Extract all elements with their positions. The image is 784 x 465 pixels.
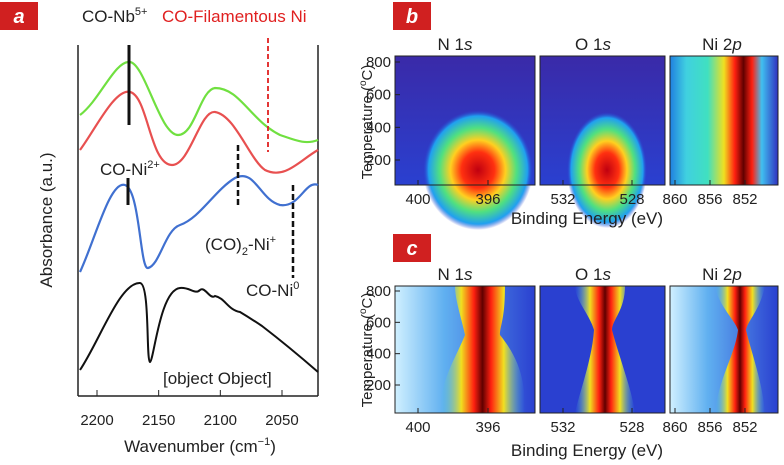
- y-tick-label: 400: [366, 346, 391, 363]
- map-title-text: Ni 2: [702, 265, 732, 284]
- x-tick-label: 852: [732, 419, 757, 436]
- heatmap: [394, 55, 536, 230]
- y-axis-label-text: Temperature (: [359, 314, 376, 407]
- annotation-sup: 0: [293, 280, 299, 292]
- map-title: N 1s: [438, 35, 473, 54]
- x-axis-label: Binding Energy (eV): [511, 209, 663, 228]
- spectrum: [79, 90, 319, 174]
- panel-label-box: [393, 234, 431, 262]
- map-title-text: N 1: [438, 35, 464, 54]
- y-tick-label: 600: [366, 314, 391, 331]
- map-title: Ni 2p: [702, 35, 742, 54]
- annotation-sub: 2: [242, 246, 248, 258]
- x-tick-label: 860: [662, 419, 687, 436]
- y-axis-label-text: C): [359, 293, 376, 309]
- y-axis-label-text: Temperature (: [359, 86, 376, 179]
- annotation-text: CO-Ni: [100, 160, 147, 179]
- annotation-text: CO-Nb: [82, 7, 135, 26]
- annotation-text: (CO): [205, 235, 242, 254]
- heatmap: [539, 55, 666, 228]
- spectrum: [79, 281, 319, 373]
- y-axis-label-sup: o: [358, 80, 369, 86]
- map-title-text: N 1: [438, 265, 464, 284]
- panel-label: c: [406, 238, 417, 260]
- map-title-italic: s: [464, 35, 473, 54]
- map-title: N 1s: [438, 265, 473, 284]
- x-tick-label: 400: [405, 419, 430, 436]
- map-title: O 1s: [575, 35, 611, 54]
- x-tick-label: 528: [619, 191, 644, 208]
- annotation-sup: 5+: [135, 6, 148, 18]
- spectrum: [79, 60, 319, 144]
- panel-label: b: [406, 6, 418, 28]
- y-axis-label-text: C): [359, 65, 376, 81]
- x-tick-label: 2100: [204, 412, 237, 429]
- y-axis-label-sup: o: [358, 308, 369, 314]
- map-title-italic: s: [602, 35, 611, 54]
- x-tick-label: 528: [619, 419, 644, 436]
- heatmap: [394, 285, 536, 414]
- spectrum: [79, 175, 319, 273]
- x-tick-label: 400: [405, 191, 430, 208]
- annotation: CO-Ni2+: [100, 159, 160, 179]
- x-tick-label: 856: [697, 191, 722, 208]
- annotation-sup: +: [270, 234, 276, 246]
- x-axis-label-text: ): [270, 437, 276, 456]
- heatmap: [669, 285, 779, 414]
- annotation: (CO)2-Ni+: [205, 234, 276, 258]
- x-axis-label: Wavenumber (cm−1): [124, 436, 276, 456]
- x-tick-label: 2150: [142, 412, 175, 429]
- y-tick-label: 800: [366, 283, 391, 300]
- x-tick-label: 532: [550, 191, 575, 208]
- annotation: [object Object]: [163, 369, 272, 388]
- annotation-sup: 2+: [147, 159, 160, 171]
- annotation-text: CO-Ni: [246, 281, 293, 300]
- x-tick-label: 396: [475, 419, 500, 436]
- y-axis-label: Absorbance (a.u.): [37, 152, 56, 287]
- map-title-text: Ni 2: [702, 35, 732, 54]
- x-tick-label: 396: [475, 191, 500, 208]
- x-tick-label: 2200: [80, 412, 113, 429]
- heatmap: [539, 285, 666, 414]
- map-title-italic: p: [731, 35, 741, 54]
- y-tick-label: 200: [366, 377, 391, 394]
- map-title-italic: p: [731, 265, 741, 284]
- panel-label-box: [0, 2, 38, 30]
- annotation: CO-Nb5+: [82, 6, 147, 26]
- y-axis-label: Temperature (oC): [358, 65, 376, 180]
- y-tick-label: 400: [366, 119, 391, 136]
- y-axis-label: Temperature (oC): [358, 293, 376, 408]
- y-tick-label: 200: [366, 152, 391, 169]
- x-axis-label-text: Wavenumber (cm: [124, 437, 258, 456]
- x-tick-label: 856: [697, 419, 722, 436]
- map-title-text: O 1: [575, 265, 602, 284]
- map-title-italic: s: [602, 265, 611, 284]
- y-tick-label: 800: [366, 54, 391, 71]
- y-tick-label: 600: [366, 87, 391, 104]
- map-title: Ni 2p: [702, 265, 742, 284]
- panel-label: a: [13, 6, 24, 28]
- map-title-italic: s: [464, 265, 473, 284]
- x-tick-label: 860: [662, 191, 687, 208]
- x-tick-label: 532: [550, 419, 575, 436]
- x-axis-label: Binding Energy (eV): [511, 441, 663, 460]
- annotation: CO-Ni0: [246, 280, 299, 300]
- map-title-text: O 1: [575, 35, 602, 54]
- panel-label-box: [393, 2, 431, 30]
- map-title: O 1s: [575, 265, 611, 284]
- x-tick-label: 852: [732, 191, 757, 208]
- x-tick-label: 2050: [265, 412, 298, 429]
- annotation-text: -Ni: [248, 235, 270, 254]
- annotation: CO-Filamentous Ni: [162, 7, 307, 26]
- heatmap: [669, 55, 779, 186]
- x-axis-label-sup: −1: [258, 436, 271, 448]
